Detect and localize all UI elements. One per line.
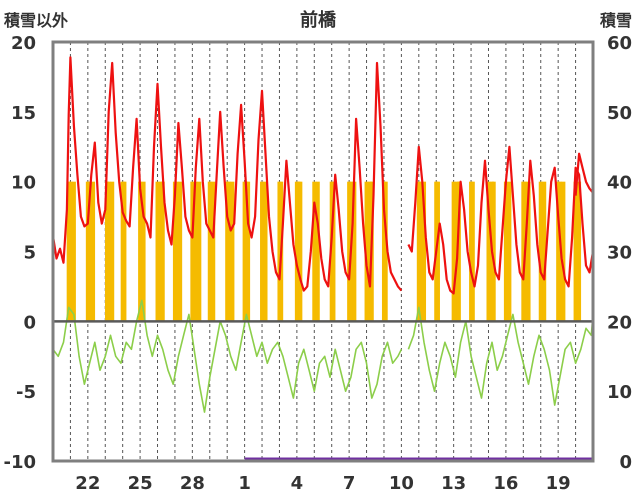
bar (211, 181, 216, 322)
bar (68, 181, 73, 322)
bar (122, 181, 127, 322)
y-left-tick-label: 20 (11, 33, 36, 54)
bar (331, 181, 336, 322)
bar (91, 181, 96, 322)
y-right-tick-label: 10 (607, 382, 632, 403)
x-tick-label: 28 (180, 473, 205, 494)
bar (138, 181, 143, 322)
bar (542, 181, 547, 322)
bar (573, 181, 578, 322)
bar (507, 181, 512, 322)
y-left-tick-label: 0 (23, 312, 36, 333)
bar (538, 181, 543, 322)
bar (470, 181, 475, 322)
x-tick-label: 4 (291, 473, 304, 494)
bar (491, 181, 496, 322)
y-right-tick-label: 0 (619, 452, 632, 473)
bar (418, 181, 423, 322)
bar (422, 181, 427, 322)
y-right-tick-label: 50 (607, 103, 632, 124)
line-series (51, 56, 595, 461)
bar (364, 181, 369, 322)
bar (298, 181, 303, 322)
left-axis-ticks: 20 15 10 5 0 -5 -10 (3, 33, 36, 473)
bar (435, 181, 440, 322)
bar (155, 181, 160, 322)
bar (561, 181, 566, 322)
bar (577, 181, 582, 322)
y-left-tick-label: 10 (11, 173, 36, 194)
bar (263, 181, 268, 322)
y-right-tick-label: 60 (607, 33, 632, 54)
x-tick-label: 10 (389, 473, 414, 494)
right-axis-label: 積雪 (599, 11, 632, 30)
bar (110, 181, 115, 322)
bar (87, 181, 92, 322)
bar (503, 181, 508, 322)
right-axis-ticks: 60 50 40 30 20 10 0 (607, 33, 632, 473)
x-tick-label: 22 (75, 473, 100, 494)
x-tick-label: 13 (441, 473, 466, 494)
bar (190, 181, 195, 322)
bar (486, 181, 491, 322)
bar (174, 181, 179, 322)
bar (312, 181, 317, 322)
bar (106, 181, 111, 322)
y-right-tick-label: 40 (607, 173, 632, 194)
bar (71, 181, 76, 322)
bar (246, 181, 251, 322)
bar (315, 181, 320, 322)
bar (260, 181, 265, 322)
bar (197, 181, 202, 322)
bar (526, 181, 531, 322)
bar (160, 181, 165, 322)
bar (383, 181, 388, 322)
bar (557, 181, 562, 322)
y-left-tick-label: 15 (11, 103, 36, 124)
chart-title: 前橋 (300, 9, 337, 31)
x-tick-label: 25 (128, 473, 153, 494)
bar (207, 181, 212, 322)
bar (193, 181, 198, 322)
bar (456, 181, 461, 322)
x-axis-ticks: 22 25 28 1 4 7 10 13 16 19 (75, 473, 570, 494)
y-right-tick-label: 30 (607, 243, 632, 264)
x-tick-label: 1 (238, 473, 251, 494)
x-tick-label: 16 (493, 473, 518, 494)
x-tick-label: 19 (546, 473, 571, 494)
vertical-gridlines (52, 42, 594, 461)
green-series-line (407, 306, 594, 406)
y-left-tick-label: 5 (23, 243, 36, 264)
red-series-line (51, 56, 403, 292)
bar-series (66, 181, 582, 322)
bar (230, 181, 235, 322)
y-left-tick-label: -10 (3, 452, 36, 473)
y-right-tick-label: 20 (607, 312, 632, 333)
red-series-line (407, 145, 595, 295)
bar (141, 181, 146, 322)
bar (178, 181, 183, 322)
y-left-tick-label: -5 (16, 382, 36, 403)
x-tick-label: 7 (343, 473, 356, 494)
green-series-line (52, 299, 403, 413)
left-axis-label: 積雪以外 (3, 11, 68, 30)
bar (352, 181, 357, 322)
plot-frame (51, 40, 595, 463)
bar (226, 181, 231, 322)
red-series-line (574, 152, 594, 196)
bar (451, 181, 456, 322)
